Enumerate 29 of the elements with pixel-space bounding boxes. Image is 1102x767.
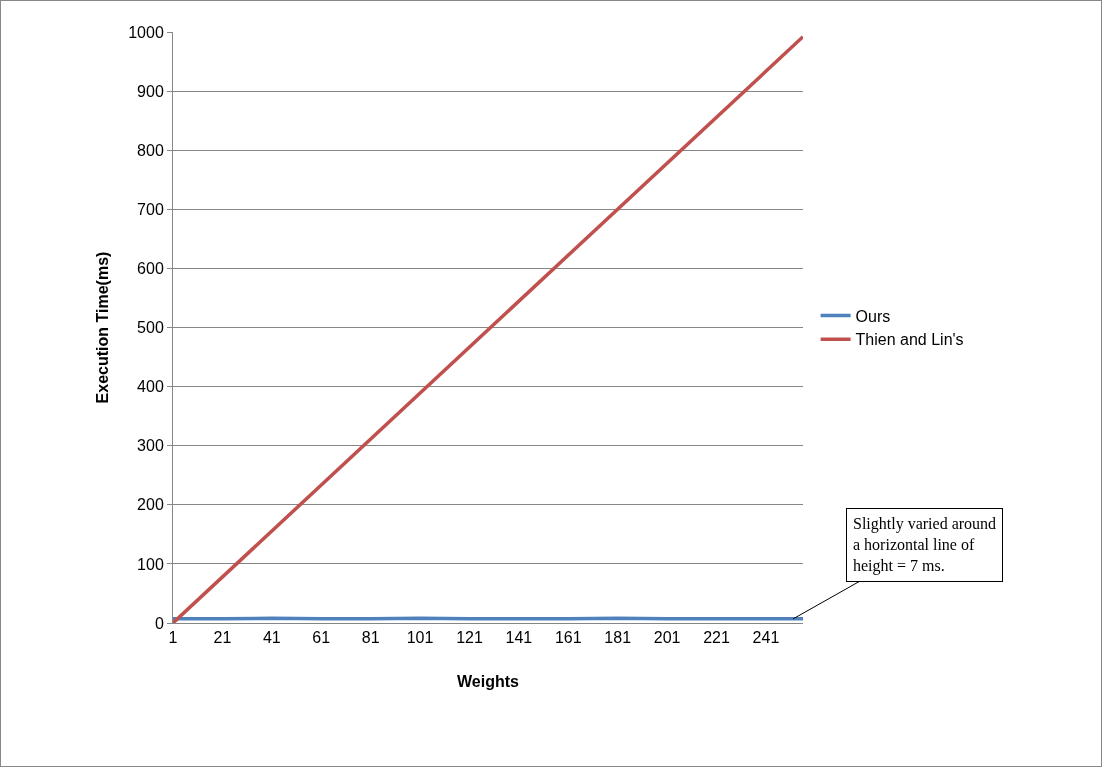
y-tick-label: 800 — [137, 141, 164, 159]
y-tick-label: 700 — [137, 200, 164, 218]
annotation: Slightly varied around a horizontal line of height = 7 ms. — [853, 515, 997, 575]
y-axis-title: Execution Time(ms) — [94, 251, 112, 404]
x-axis-title: Weights — [457, 672, 520, 690]
legend-label: Ours — [855, 307, 891, 325]
y-tick-label: 900 — [137, 82, 164, 100]
x-tick-label: 41 — [262, 629, 281, 647]
x-tick-label: 21 — [213, 629, 232, 647]
x-tick-label: 61 — [312, 629, 331, 647]
y-tick-label: 0 — [154, 614, 164, 632]
y-tick-label: 300 — [137, 437, 164, 455]
x-tick-label: 101 — [406, 629, 434, 647]
y-tick-label: 200 — [137, 496, 164, 514]
x-tick-label: 81 — [361, 629, 380, 647]
x-tick-label: 241 — [752, 629, 780, 647]
x-tick-label: 201 — [653, 629, 681, 647]
y-tick-label: 600 — [137, 260, 164, 277]
y-tick-label: 100 — [137, 555, 164, 573]
x-tick-label: 1 — [168, 629, 178, 647]
x-tick-label: 181 — [604, 629, 632, 647]
y-tick-label: 1000 — [128, 23, 164, 41]
x-tick-label: 161 — [554, 629, 582, 647]
y-tick-label: 500 — [137, 319, 164, 337]
x-tick-label: 141 — [505, 629, 533, 647]
x-tick-label: 221 — [703, 629, 730, 647]
legend-label: Thien and Lin's — [855, 331, 964, 349]
x-tick-label: 121 — [456, 629, 483, 647]
y-tick-label: 400 — [137, 378, 164, 396]
